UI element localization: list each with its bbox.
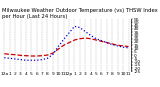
- Text: Milwaukee Weather Outdoor Temperature (vs) THSW Index per Hour (Last 24 Hours): Milwaukee Weather Outdoor Temperature (v…: [2, 8, 157, 19]
